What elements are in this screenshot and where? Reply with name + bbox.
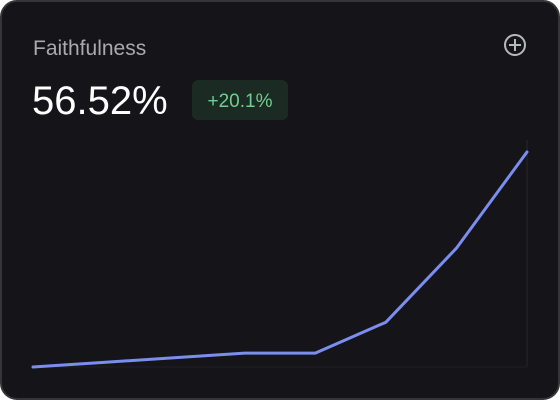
change-text: +20.1% (208, 91, 273, 112)
card-title: Faithfulness (33, 37, 146, 60)
change-badge (192, 80, 288, 120)
metric-value: 56.52% (32, 79, 168, 123)
add-button[interactable] (504, 34, 526, 56)
add-icon-circle (504, 34, 526, 56)
sparkline (31, 150, 529, 369)
